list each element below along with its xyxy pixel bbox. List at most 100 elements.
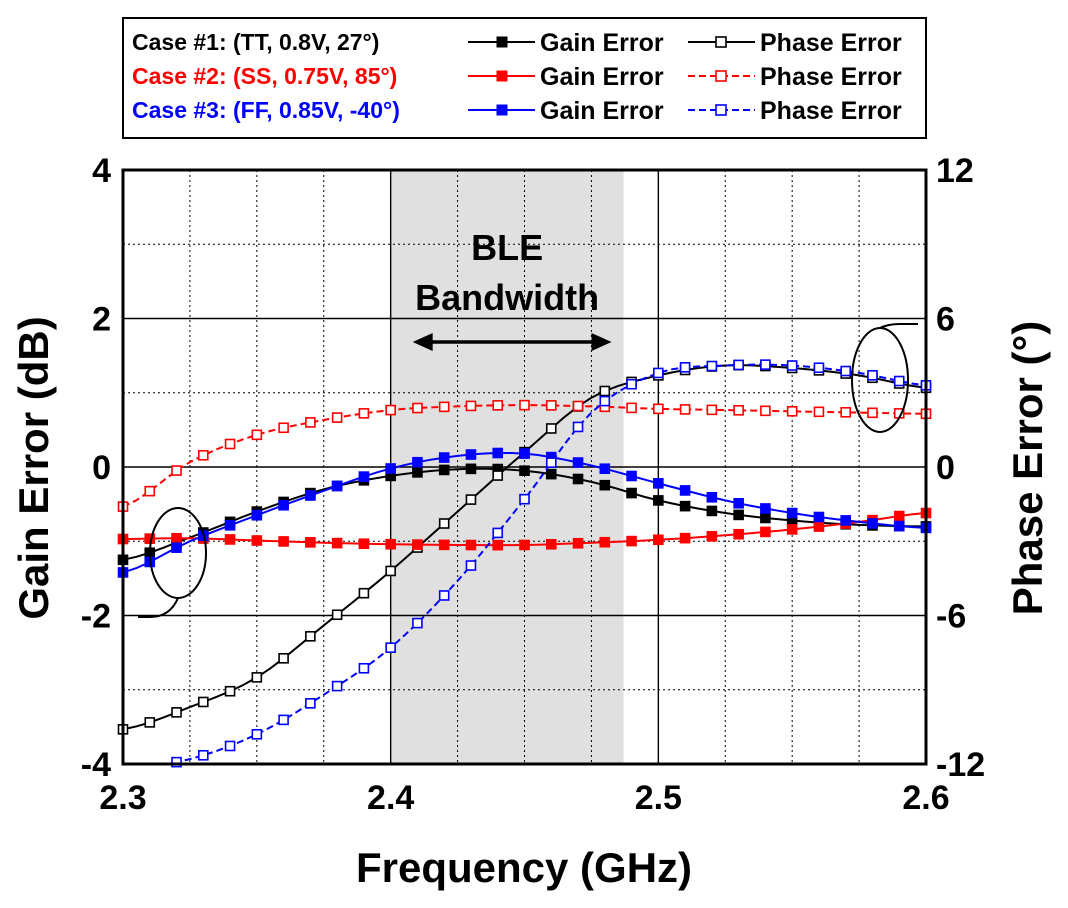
data-point	[760, 405, 771, 417]
data-point	[786, 406, 798, 417]
data-point	[331, 412, 343, 423]
legend-gain-label: Gain Error	[540, 29, 664, 57]
data-point	[867, 370, 878, 381]
data-point	[813, 521, 825, 532]
legend-phase-label: Phase Error	[760, 63, 902, 91]
data-point	[893, 510, 905, 522]
annotations: BLE Bandwidth	[138, 227, 918, 618]
data-point	[492, 527, 504, 539]
data-point	[358, 471, 370, 482]
data-point	[331, 537, 343, 549]
legend-gain-label: Gain Error	[540, 97, 664, 125]
y-left-tick-label: 4	[92, 152, 111, 190]
legend-phase-marker	[715, 104, 727, 116]
data-point	[519, 493, 530, 505]
data-point	[171, 707, 182, 718]
legend-phase-label: Phase Error	[760, 29, 902, 57]
data-point	[760, 359, 771, 370]
y-right-tick-label: 6	[936, 301, 955, 339]
data-point	[251, 728, 263, 740]
data-point	[438, 518, 450, 529]
data-point	[599, 463, 611, 475]
data-point	[438, 464, 450, 476]
data-point	[599, 479, 611, 491]
legend-gain-label: Gain Error	[540, 63, 664, 91]
data-point	[438, 539, 450, 551]
data-point	[305, 631, 316, 642]
legend-phase-label: Phase Error	[760, 97, 902, 125]
data-point	[278, 422, 289, 434]
y-right-tick-label: -6	[936, 598, 966, 636]
data-point	[786, 524, 798, 535]
data-point	[786, 507, 798, 519]
y-axis-right-label: Phase Error (°)	[1004, 321, 1051, 616]
data-point	[545, 400, 557, 411]
data-point	[599, 395, 611, 407]
data-point	[519, 399, 530, 411]
data-point	[198, 696, 209, 708]
data-point	[519, 465, 530, 477]
data-point	[278, 536, 289, 547]
data-point	[331, 609, 343, 621]
data-point	[465, 560, 477, 571]
data-point	[572, 473, 584, 485]
y-left-tick-label: -2	[81, 598, 111, 636]
left-axis-indicator-ellipse	[149, 507, 207, 599]
y-axis-left-label: Gain Error (dB)	[10, 316, 57, 619]
data-point	[786, 360, 798, 371]
data-point	[331, 680, 343, 692]
data-point	[572, 457, 584, 468]
data-point	[385, 538, 396, 550]
data-point	[358, 587, 370, 599]
x-axis-label: Frequency (GHz)	[356, 844, 692, 891]
data-point	[867, 518, 878, 529]
data-point	[626, 487, 637, 499]
ticks: 2.3 2.4 2.5 2.6 4 2 0 -2 -4 12 6 0 -6 -12	[81, 152, 985, 817]
legend-gain-marker	[496, 70, 508, 82]
data-point	[305, 490, 316, 501]
data-point	[358, 538, 370, 550]
data-point	[867, 407, 878, 419]
data-point	[171, 465, 182, 476]
bandwidth-arrow-right-head	[591, 333, 612, 351]
data-point	[305, 698, 316, 709]
data-point	[599, 536, 611, 548]
data-point	[358, 408, 370, 419]
data-point	[545, 468, 557, 480]
data-point	[278, 653, 289, 664]
legend-phase-marker	[715, 70, 727, 82]
data-point	[492, 470, 504, 481]
x-tick-label: 2.6	[902, 779, 949, 817]
legend-box	[122, 17, 927, 139]
data-point	[626, 378, 637, 390]
data-point	[813, 406, 825, 418]
data-point	[840, 407, 852, 418]
data-point	[893, 375, 905, 387]
y-right-tick-label: 12	[936, 152, 974, 190]
y-right-tick-label: -12	[936, 746, 985, 784]
data-point	[278, 714, 289, 726]
data-point	[251, 429, 263, 441]
data-point	[305, 417, 316, 428]
data-point	[572, 400, 584, 412]
data-point	[224, 438, 236, 450]
data-point	[813, 362, 825, 374]
data-point	[572, 537, 584, 549]
data-point	[545, 457, 557, 468]
data-point	[679, 485, 691, 496]
data-point	[653, 495, 664, 506]
data-point	[438, 452, 450, 463]
data-point	[653, 403, 664, 415]
data-point	[465, 400, 477, 412]
data-point	[545, 423, 557, 434]
data-point	[412, 617, 423, 629]
data-point	[733, 528, 744, 540]
data-point	[733, 405, 744, 416]
data-point	[144, 717, 156, 728]
x-tick-label: 2.4	[367, 779, 414, 817]
bandwidth-arrow-left-head	[412, 333, 433, 351]
left-axis-indicator-leader	[138, 597, 179, 618]
x-tick-label: 2.3	[99, 779, 146, 817]
data-point	[733, 509, 744, 521]
